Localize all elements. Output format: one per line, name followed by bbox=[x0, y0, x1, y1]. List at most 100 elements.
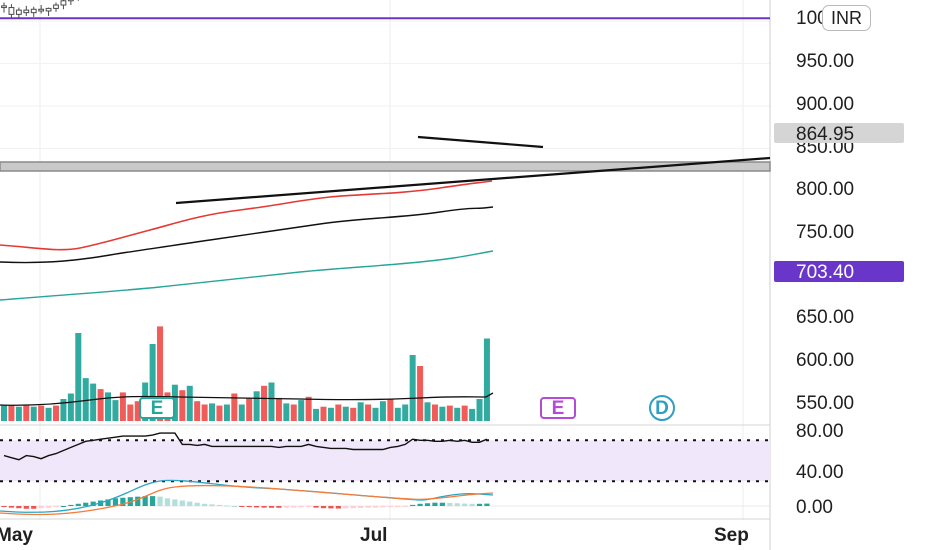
candle-body bbox=[38, 8, 45, 12]
macd-histogram-bar bbox=[216, 504, 223, 506]
macd-histogram-bar bbox=[246, 506, 252, 508]
volume-bar bbox=[476, 399, 483, 421]
volume-bar bbox=[357, 402, 364, 421]
macd-histogram-bar bbox=[372, 506, 379, 508]
volume-bar bbox=[231, 393, 238, 421]
moving-average-teal bbox=[0, 250, 494, 301]
volume-bar bbox=[194, 401, 201, 421]
volume-bar bbox=[305, 396, 312, 421]
macd-histogram-bar bbox=[172, 499, 178, 506]
macd-histogram-bar bbox=[16, 506, 22, 509]
macd-histogram-bar bbox=[268, 506, 275, 508]
macd-histogram-bar bbox=[68, 504, 74, 506]
macd-histogram-bar bbox=[224, 505, 230, 507]
macd-histogram-bar bbox=[417, 503, 423, 506]
macd-histogram-bar bbox=[476, 503, 483, 506]
volume-bar bbox=[216, 405, 223, 421]
macd-histogram-bar bbox=[432, 502, 438, 506]
macd-histogram-bar bbox=[276, 506, 282, 508]
candle-body bbox=[67, 0, 74, 2]
last-price-tag bbox=[774, 123, 904, 143]
candle-body bbox=[45, 7, 52, 12]
price-axis-label: 950.00 bbox=[796, 51, 854, 72]
macd-histogram-bar bbox=[231, 506, 237, 507]
candle bbox=[38, 5, 45, 14]
macd-histogram-bar bbox=[1, 506, 7, 508]
volume-bar bbox=[67, 393, 74, 421]
currency-badge[interactable]: INR bbox=[822, 5, 871, 31]
macd-histogram-bar bbox=[402, 506, 408, 507]
volume-bar bbox=[97, 389, 104, 421]
resistance-zone bbox=[0, 161, 771, 172]
candle bbox=[53, 2, 59, 12]
price-axis-label: 550.00 bbox=[796, 393, 854, 414]
macd-histogram-bar bbox=[313, 506, 319, 508]
volume-bar bbox=[90, 383, 97, 421]
volume-bar bbox=[483, 338, 490, 421]
time-axis-label: Jul bbox=[360, 525, 387, 546]
macd-histogram-bar bbox=[83, 502, 89, 506]
volume-bar bbox=[454, 407, 461, 421]
volume-bar bbox=[365, 404, 372, 421]
volume-bar bbox=[394, 407, 401, 421]
macd-histogram-bar bbox=[90, 501, 96, 506]
event-marker-1: E bbox=[139, 397, 175, 419]
macd-histogram-bar bbox=[209, 504, 215, 506]
macd-histogram-bar bbox=[239, 506, 245, 507]
macd-histogram-bar bbox=[462, 503, 468, 506]
volume-bar bbox=[275, 397, 282, 421]
moving-average-black bbox=[0, 206, 494, 264]
event-marker-label: E bbox=[552, 398, 565, 419]
volume-bar bbox=[424, 402, 431, 421]
candle-body bbox=[1, 5, 7, 9]
volume-bar bbox=[409, 355, 416, 421]
volume-average-line bbox=[0, 392, 494, 406]
volume-bar bbox=[60, 399, 67, 421]
volume-bar bbox=[119, 392, 126, 421]
macd-histogram-bar bbox=[60, 506, 67, 507]
candle-body bbox=[15, 9, 22, 15]
macd-histogram-bar bbox=[112, 498, 119, 506]
rsi-axis-label: 80.00 bbox=[796, 421, 844, 442]
resistance-trendline bbox=[417, 135, 544, 149]
macd-signal-line bbox=[0, 484, 494, 516]
volume-bar bbox=[8, 405, 15, 421]
macd-histogram-bar bbox=[328, 506, 334, 509]
macd-histogram-bar bbox=[135, 496, 141, 506]
volume-bar bbox=[327, 407, 334, 421]
candle bbox=[1, 2, 7, 13]
macd-histogram-bar bbox=[194, 502, 200, 506]
rsi-line bbox=[3, 432, 488, 461]
macd-histogram-bar bbox=[157, 496, 163, 506]
volume-bar bbox=[261, 385, 268, 421]
candle bbox=[23, 5, 30, 17]
volume-bar bbox=[290, 404, 297, 421]
volume-bar bbox=[1, 405, 7, 421]
macd-axis-label: 0.00 bbox=[796, 497, 833, 518]
macd-histogram-bar bbox=[23, 506, 29, 509]
macd-histogram-bar bbox=[291, 506, 297, 508]
macd-histogram-bar bbox=[380, 506, 386, 508]
candle-body bbox=[53, 4, 59, 9]
macd-histogram-bar bbox=[75, 503, 81, 506]
macd-histogram-bar bbox=[343, 506, 349, 509]
price-axis-label: 750.00 bbox=[796, 222, 854, 243]
volume-bar bbox=[127, 404, 134, 421]
volume-bar bbox=[387, 399, 394, 421]
macd-histogram-bar bbox=[261, 506, 267, 508]
macd-histogram-bar bbox=[150, 496, 156, 506]
candle bbox=[67, 0, 74, 6]
event-marker-2: E bbox=[540, 397, 576, 419]
candle bbox=[8, 4, 15, 18]
volume-bar bbox=[283, 403, 290, 421]
macd-histogram-bar bbox=[202, 503, 208, 506]
macd-histogram-bar bbox=[38, 506, 44, 509]
macd-histogram-bar bbox=[424, 503, 431, 506]
candle-body bbox=[60, 0, 67, 6]
price-axis-label: 900.00 bbox=[796, 94, 854, 115]
macd-histogram-bar bbox=[447, 502, 453, 506]
price-axis-label: 650.00 bbox=[796, 307, 854, 328]
macd-histogram-bar bbox=[387, 506, 393, 508]
